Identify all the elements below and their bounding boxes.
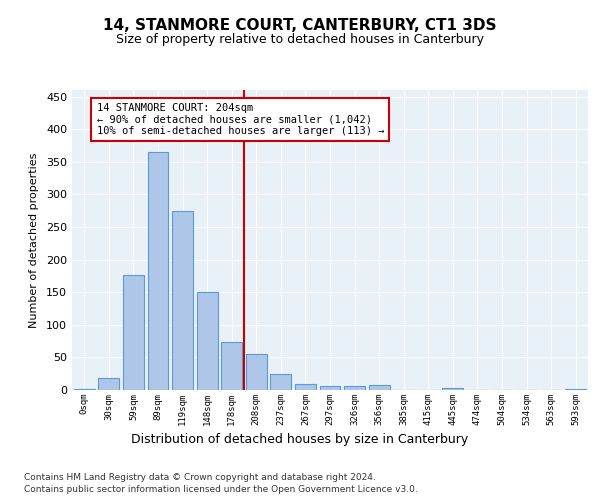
Text: Size of property relative to detached houses in Canterbury: Size of property relative to detached ho… <box>116 32 484 46</box>
Bar <box>344 386 365 390</box>
Bar <box>148 152 169 390</box>
Bar <box>221 342 242 390</box>
Text: Contains HM Land Registry data © Crown copyright and database right 2024.: Contains HM Land Registry data © Crown c… <box>24 472 376 482</box>
Text: 14 STANMORE COURT: 204sqm
← 90% of detached houses are smaller (1,042)
10% of se: 14 STANMORE COURT: 204sqm ← 90% of detac… <box>97 103 384 136</box>
Bar <box>197 292 218 390</box>
Bar <box>74 388 95 390</box>
Bar <box>123 275 144 390</box>
Text: Distribution of detached houses by size in Canterbury: Distribution of detached houses by size … <box>131 432 469 446</box>
Bar <box>271 374 292 390</box>
Bar <box>320 386 340 390</box>
Bar <box>295 384 316 390</box>
Bar <box>172 210 193 390</box>
Bar <box>565 388 586 390</box>
Bar <box>442 388 463 390</box>
Bar <box>368 386 389 390</box>
Bar <box>246 354 267 390</box>
Text: Contains public sector information licensed under the Open Government Licence v3: Contains public sector information licen… <box>24 485 418 494</box>
Bar <box>98 378 119 390</box>
Text: 14, STANMORE COURT, CANTERBURY, CT1 3DS: 14, STANMORE COURT, CANTERBURY, CT1 3DS <box>103 18 497 32</box>
Y-axis label: Number of detached properties: Number of detached properties <box>29 152 39 328</box>
